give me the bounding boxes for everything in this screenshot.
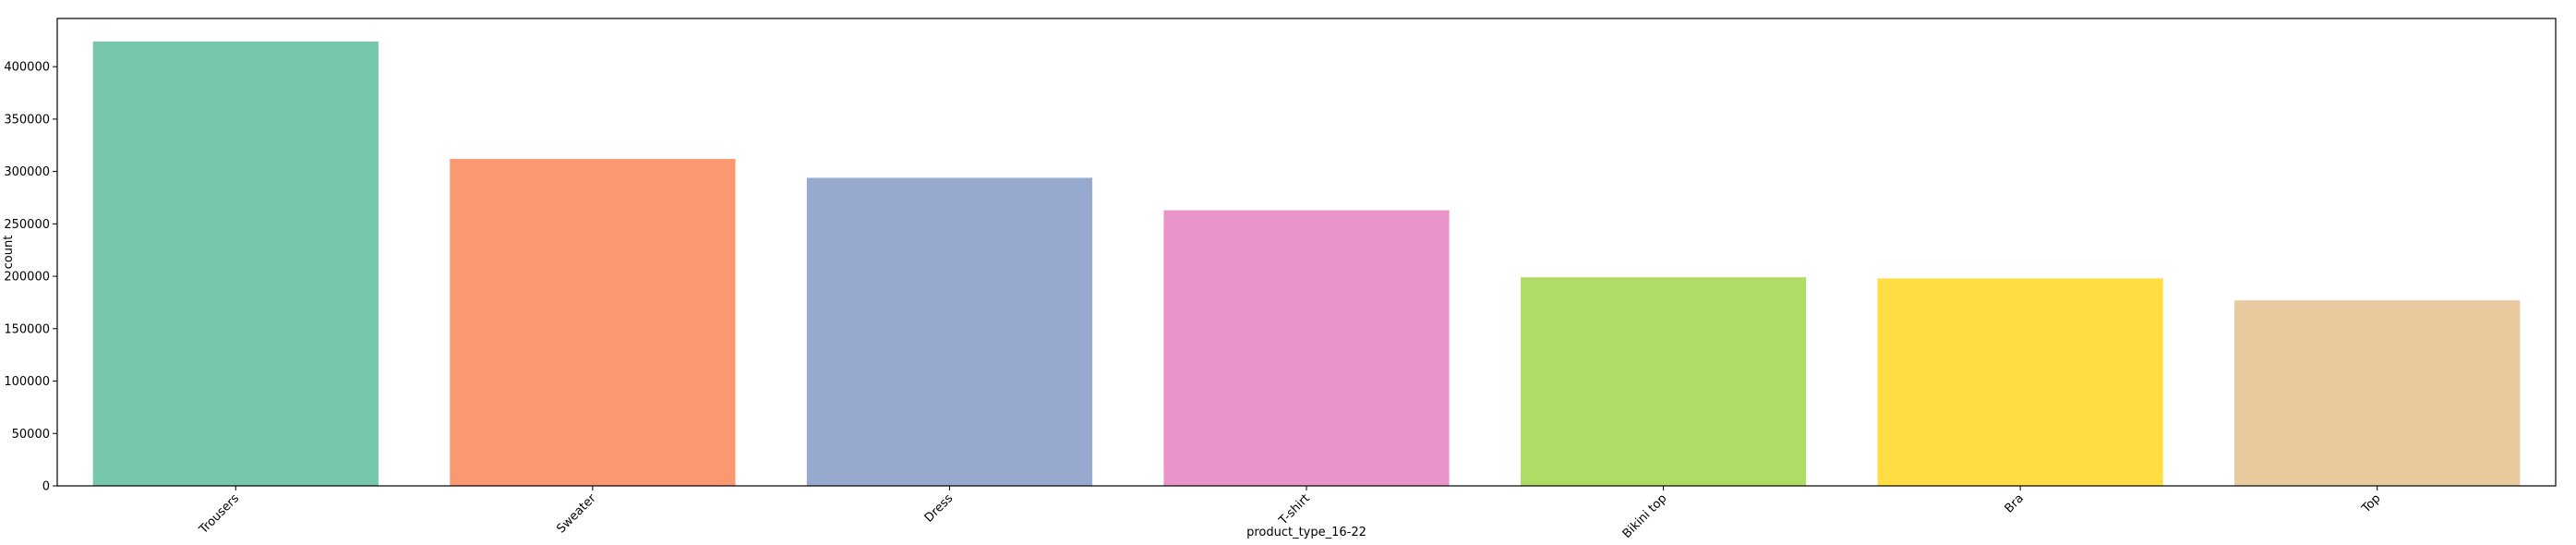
y-tick-label: 0 <box>42 480 50 494</box>
y-tick-label: 400000 <box>4 61 50 75</box>
y-tick-label: 300000 <box>4 165 50 179</box>
bars-group <box>93 42 2521 486</box>
x-tick-label: Bra <box>2003 491 2027 515</box>
y-tick-label: 50000 <box>12 428 50 442</box>
bar-top <box>2234 300 2520 486</box>
y-tick-label: 350000 <box>4 113 50 127</box>
x-tick-label: Trousers <box>196 491 242 538</box>
x-tick-label: T-shirt <box>1276 491 1313 528</box>
y-axis: 0 50000 100000 150000 200000 250000 300000 3500… <box>4 61 57 494</box>
x-tick-label: Bikini top <box>1620 491 1670 541</box>
bar-bra <box>1878 278 2163 486</box>
y-tick-label: 200000 <box>4 271 50 285</box>
y-tick-label: 150000 <box>4 322 50 336</box>
y-axis-label: count <box>2 236 16 270</box>
bar-dress <box>807 177 1092 486</box>
x-tick-label: Top <box>2359 491 2384 516</box>
bar-trousers <box>93 42 379 486</box>
bar-bikini-top <box>1521 277 1806 486</box>
x-tick-label: Dress <box>922 491 957 526</box>
bar-t-shirt <box>1163 211 1449 486</box>
y-tick-label: 100000 <box>4 375 50 389</box>
x-tick-label: Sweater <box>554 491 599 537</box>
x-axis-label: product_type_16-22 <box>1246 526 1366 539</box>
bar-sweater <box>450 159 735 486</box>
y-tick-label: 250000 <box>4 218 50 232</box>
